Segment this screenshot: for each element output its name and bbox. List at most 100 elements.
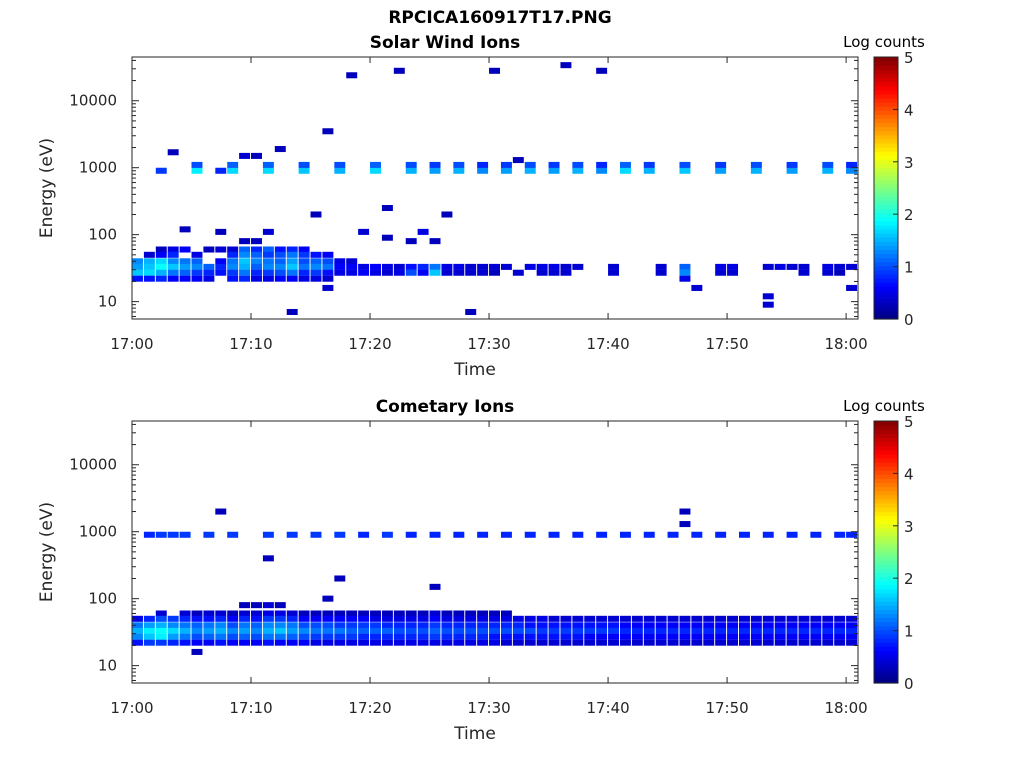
heatmap-cell	[548, 622, 560, 629]
heatmap-cell	[191, 648, 203, 655]
heatmap-cell	[132, 615, 143, 622]
heatmap-cell	[251, 627, 262, 634]
heatmap-cell	[572, 615, 584, 622]
heatmap-cell	[370, 263, 381, 270]
heatmap-cell	[298, 251, 310, 258]
heatmap-cell	[334, 633, 346, 640]
colorbar-segment	[874, 474, 898, 479]
heatmap-cell	[810, 633, 822, 640]
figure-title: RPCICA160917T17.PNG	[388, 8, 612, 28]
heatmap-cell	[262, 251, 274, 258]
heatmap-cell	[750, 615, 762, 622]
heatmap-cell	[179, 226, 191, 233]
heatmap-cell	[774, 263, 786, 270]
colorbar-frame	[873, 420, 899, 684]
colorbar-segment	[874, 490, 898, 496]
heatmap-cell	[619, 531, 631, 538]
colorbar-segment	[874, 126, 898, 132]
heatmap-cell	[798, 622, 810, 629]
colorbar-segment	[874, 118, 898, 124]
heatmap-cell	[596, 633, 608, 640]
heatmap-cell	[619, 167, 631, 174]
colorbar-tick-label: 5	[904, 49, 914, 67]
heatmap-cell	[179, 275, 191, 282]
colorbar-segment	[874, 556, 898, 561]
heatmap-cell	[572, 639, 584, 646]
heatmap-cell	[346, 633, 358, 640]
heatmap-cell	[762, 627, 774, 634]
heatmap-cell	[215, 246, 227, 253]
colorbar-segment	[874, 486, 898, 492]
heatmap-cell	[548, 627, 560, 634]
heatmap-cell	[453, 627, 465, 634]
colorbar-segment	[874, 273, 898, 279]
heatmap-cell	[762, 615, 774, 622]
heatmap-cell	[227, 269, 239, 276]
heatmap-cell	[500, 610, 512, 617]
heatmap-cell	[274, 251, 286, 258]
colorbar-segment	[874, 470, 898, 475]
heatmap-cell	[846, 161, 858, 168]
heatmap-cell	[584, 627, 596, 634]
heatmap-cell	[370, 161, 381, 168]
heatmap-cell	[227, 161, 239, 168]
heatmap-cell	[334, 263, 346, 270]
heatmap-cell	[155, 627, 167, 634]
heatmap-cell	[643, 615, 655, 622]
heatmap-cell	[608, 639, 620, 646]
heatmap-cell	[762, 301, 774, 308]
colorbar-tick-label: 1	[904, 623, 914, 641]
heatmap-cell	[405, 639, 417, 646]
colorbar-label: Log counts	[843, 397, 925, 415]
heatmap-cell	[762, 293, 774, 300]
colorbar-segment	[874, 572, 898, 578]
heatmap-cell	[608, 627, 620, 634]
heatmap-cell	[215, 258, 227, 265]
heatmap-cell	[489, 639, 500, 646]
heatmap-cell	[715, 263, 727, 270]
heatmap-cell	[798, 639, 810, 646]
heatmap-cell	[381, 263, 393, 270]
heatmap-cell	[774, 622, 786, 629]
heatmap-cell	[310, 211, 322, 218]
x-tick-label: 17:40	[586, 699, 629, 717]
heatmap-cell	[251, 622, 262, 629]
heatmap-cell	[715, 161, 727, 168]
heatmap-cell	[167, 615, 179, 622]
heatmap-cell	[429, 639, 441, 646]
colorbar-segment	[874, 286, 898, 291]
heatmap-cell	[132, 622, 143, 629]
colorbar-segment	[874, 650, 898, 655]
heatmap-cell	[560, 633, 572, 640]
heatmap-cell	[727, 639, 739, 646]
heatmap-cell	[358, 622, 370, 629]
heatmap-cell	[834, 639, 846, 646]
heatmap-cell	[667, 639, 679, 646]
heatmap-cell	[405, 531, 417, 538]
heatmap-cell	[167, 251, 179, 258]
heatmap-cell	[679, 161, 691, 168]
heatmap-cell	[334, 531, 346, 538]
heatmap-cell	[346, 263, 358, 270]
y-tick-label: 10	[98, 293, 117, 311]
heatmap-cell	[251, 258, 262, 265]
heatmap-cell	[489, 269, 500, 276]
colorbar-segment	[874, 605, 898, 610]
heatmap-cell	[691, 531, 703, 538]
heatmap-cell	[477, 161, 489, 168]
heatmap-cell	[655, 622, 667, 629]
x-tick-label: 17:40	[586, 335, 629, 353]
colorbar-segment	[874, 511, 898, 516]
heatmap-cell	[524, 633, 536, 640]
heatmap-cell	[560, 627, 572, 634]
heatmap-cell	[643, 633, 655, 640]
colorbar-segment	[874, 138, 898, 144]
heatmap-cell	[691, 639, 703, 646]
heatmap-cell	[441, 622, 453, 629]
x-axis-label: Time	[453, 724, 496, 744]
heatmap-cell	[322, 269, 334, 276]
colorbar-segment	[874, 69, 898, 74]
heatmap-cell	[441, 633, 453, 640]
heatmap-cell	[322, 128, 334, 135]
heatmap-cell	[167, 639, 179, 646]
